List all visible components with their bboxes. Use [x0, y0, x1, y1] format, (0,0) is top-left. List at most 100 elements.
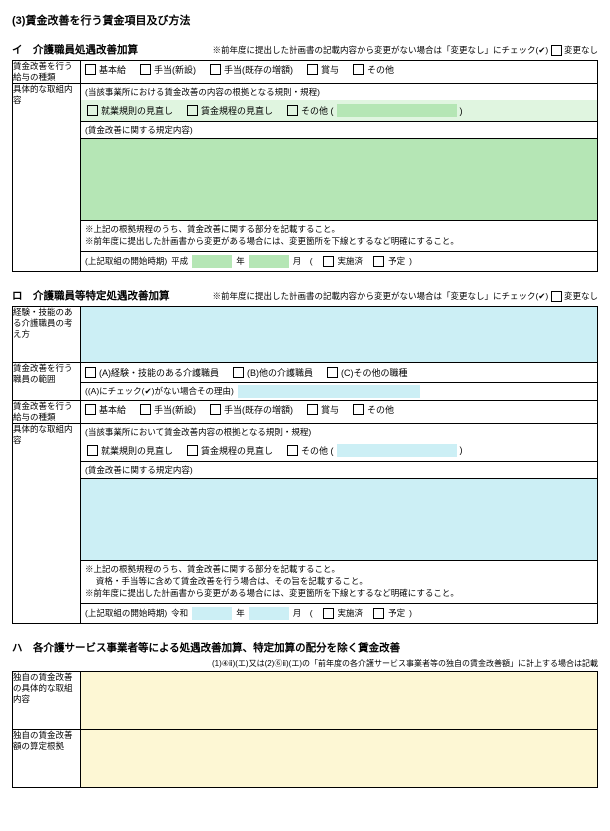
- year-input-ro[interactable]: [192, 607, 232, 620]
- no-change-note-ro: ※前年度に提出した計画書の記載内容から変更がない場合は「変更なし」にチェック(✔…: [212, 291, 548, 301]
- note-ro-2: 資格・手当等に含めて賃金改善を行う場合は、その旨を記載すること。: [85, 576, 593, 588]
- row-detail-content: (当該事業所における賃金改善の内容の根拠となる規則・規程) 就業規則の見直し 賃…: [81, 84, 598, 272]
- no-change-label: 変更なし: [564, 45, 598, 55]
- lbl-base: 基本給: [99, 63, 126, 76]
- range-note: ((A)にチェック(✔)がない場合その理由): [85, 385, 234, 397]
- plan-lbl-ro: 予定: [388, 607, 405, 619]
- ha1-textarea[interactable]: [81, 671, 598, 729]
- lbl-shugyou: 就業規則の見直し: [101, 104, 173, 117]
- cb-teate-new[interactable]: [140, 64, 151, 75]
- year-lbl: 年: [236, 255, 245, 267]
- cb-teate-up-ro[interactable]: [210, 404, 221, 415]
- main-heading: (3)賃金改善を行う賃金項目及び方法: [12, 12, 598, 28]
- range-reason-input[interactable]: [238, 385, 420, 398]
- note-block-i: ※上記の根拠規程のうち、賃金改善に関する部分を記載すること。 ※前年度に提出した…: [81, 220, 597, 251]
- cb-plan-i[interactable]: [373, 256, 384, 267]
- row-salary-type-content: 基本給 手当(新設) 手当(既存の増額) 賞与 その他: [81, 61, 598, 84]
- cb-other[interactable]: [353, 64, 364, 75]
- lbl-other-ro: その他: [367, 403, 394, 416]
- no-change-label-ro: 変更なし: [564, 291, 598, 301]
- cb-base-ro[interactable]: [85, 404, 96, 415]
- cb-shugyou-ro[interactable]: [87, 445, 98, 456]
- row-range-label: 賃金改善を行う職員の範囲: [13, 362, 81, 400]
- ha2-textarea[interactable]: [81, 729, 598, 787]
- row-salary-type-label: 賃金改善を行う給与の種類: [13, 61, 81, 84]
- lbl-range-a: (A)経験・技能のある介護職員: [99, 366, 219, 379]
- lbl-rule-other-ro: その他 (: [301, 444, 334, 457]
- no-change-checkbox-ro[interactable]: [551, 291, 562, 302]
- month-lbl-ro: 月 (: [293, 607, 313, 619]
- lbl-shugyou-ro: 就業規則の見直し: [101, 444, 173, 457]
- cb-range-c[interactable]: [327, 367, 338, 378]
- cb-chingin[interactable]: [187, 105, 198, 116]
- cb-base[interactable]: [85, 64, 96, 75]
- cb-teate-new-ro[interactable]: [140, 404, 151, 415]
- rule-content-textarea-ro[interactable]: [81, 478, 597, 560]
- no-change-note: ※前年度に提出した計画書の記載内容から変更がない場合は「変更なし」にチェック(✔…: [212, 45, 548, 55]
- rule-content-header: (賃金改善に関する規定内容): [81, 121, 597, 138]
- lbl-teate-up: 手当(既存の増額): [224, 63, 293, 76]
- start-label: (上記取組の開始時期): [85, 255, 167, 267]
- no-change-checkbox-i[interactable]: [551, 45, 562, 56]
- cb-range-a[interactable]: [85, 367, 96, 378]
- month-input-ro[interactable]: [249, 607, 289, 620]
- cb-bonus[interactable]: [307, 64, 318, 75]
- row-detail-content-ro: (当該事業所において賃金改善内容の根拠となる規則・規程) 就業規則の見直し 賃金…: [81, 423, 598, 623]
- done-lbl-ro: 実施済: [338, 607, 364, 619]
- close-paren2-ro: ): [409, 608, 412, 618]
- cb-range-b[interactable]: [233, 367, 244, 378]
- cb-done-ro[interactable]: [323, 608, 334, 619]
- row-range-content: (A)経験・技能のある介護職員 (B)他の介護職員 (C)その他の職種 ((A)…: [81, 362, 598, 400]
- lbl-teate-up-ro: 手当(既存の増額): [224, 403, 293, 416]
- cb-teate-up[interactable]: [210, 64, 221, 75]
- plan-lbl: 予定: [388, 255, 405, 267]
- row-detail-label-ro: 具体的な取組内容: [13, 423, 81, 623]
- cb-plan-ro[interactable]: [373, 608, 384, 619]
- lbl-chingin: 賃金規程の見直し: [201, 104, 273, 117]
- note-ro-3: ※前年度に提出した計画書から変更がある場合には、変更箇所を下線とするなど明確にす…: [85, 588, 593, 600]
- row-salary-type-content-ro: 基本給 手当(新設) 手当(既存の増額) 賞与 その他: [81, 400, 598, 423]
- cb-chingin-ro[interactable]: [187, 445, 198, 456]
- row-ha1-label: 独自の賃金改善の具体的な取組内容: [13, 671, 81, 729]
- section-ha-title: ハ 各介護サービス事業者等による処遇改善加算、特定加算の配分を除く賃金改善: [12, 640, 598, 655]
- era-i: 平成: [171, 255, 188, 267]
- start-label-ro: (上記取組の開始時期): [85, 607, 167, 619]
- rule-header-ro: (当該事業所において賃金改善内容の根拠となる規則・規程): [81, 424, 597, 440]
- cb-rule-other-ro[interactable]: [287, 445, 298, 456]
- table-ha: 独自の賃金改善の具体的な取組内容 独自の賃金改善額の算定根拠: [12, 671, 598, 788]
- row-thinking-label: 経験・技能のある介護職員の考え方: [13, 306, 81, 362]
- section-ro-header: ロ 介護職員等特定処遇改善加算 ※前年度に提出した計画書の記載内容から変更がない…: [12, 288, 598, 303]
- close-paren2: ): [409, 256, 412, 266]
- section-ro-note: ※前年度に提出した計画書の記載内容から変更がない場合は「変更なし」にチェック(✔…: [180, 290, 599, 302]
- lbl-base-ro: 基本給: [99, 403, 126, 416]
- close-paren: ): [460, 106, 463, 116]
- done-lbl: 実施済: [338, 255, 364, 267]
- section-ro-title: ロ 介護職員等特定処遇改善加算: [12, 288, 170, 303]
- thinking-textarea[interactable]: [81, 306, 598, 362]
- cb-done-i[interactable]: [323, 256, 334, 267]
- year-input-i[interactable]: [192, 255, 232, 268]
- rule-content-textarea[interactable]: [81, 138, 597, 220]
- lbl-chingin-ro: 賃金規程の見直し: [201, 444, 273, 457]
- lbl-range-b: (B)他の介護職員: [247, 366, 313, 379]
- note-ro-1: ※上記の根拠規程のうち、賃金改善に関する部分を記載すること。: [85, 564, 593, 576]
- cb-shugyou[interactable]: [87, 105, 98, 116]
- lbl-teate-new: 手当(新設): [154, 63, 196, 76]
- cb-rule-other[interactable]: [287, 105, 298, 116]
- lbl-other: その他: [367, 63, 394, 76]
- note-i-1: ※上記の根拠規程のうち、賃金改善に関する部分を記載すること。: [85, 224, 593, 236]
- era-ro: 令和: [171, 607, 188, 619]
- month-lbl: 月 (: [293, 255, 313, 267]
- rule-other-input-ro[interactable]: [337, 444, 457, 457]
- year-lbl-ro: 年: [236, 607, 245, 619]
- section-i-title: イ 介護職員処遇改善加算: [12, 42, 138, 57]
- table-ro: 経験・技能のある介護職員の考え方 賃金改善を行う職員の範囲 (A)経験・技能のあ…: [12, 306, 598, 624]
- rule-other-input[interactable]: [337, 104, 457, 117]
- section-i-note: ※前年度に提出した計画書の記載内容から変更がない場合は「変更なし」にチェック(✔…: [148, 44, 598, 56]
- rule-content-header-ro: (賃金改善に関する規定内容): [81, 461, 597, 478]
- cb-bonus-ro[interactable]: [307, 404, 318, 415]
- month-input-i[interactable]: [249, 255, 289, 268]
- table-i: 賃金改善を行う給与の種類 基本給 手当(新設) 手当(既存の増額) 賞与 その他…: [12, 60, 598, 272]
- cb-other-ro[interactable]: [353, 404, 364, 415]
- note-block-ro: ※上記の根拠規程のうち、賃金改善に関する部分を記載すること。 資格・手当等に含め…: [81, 560, 597, 603]
